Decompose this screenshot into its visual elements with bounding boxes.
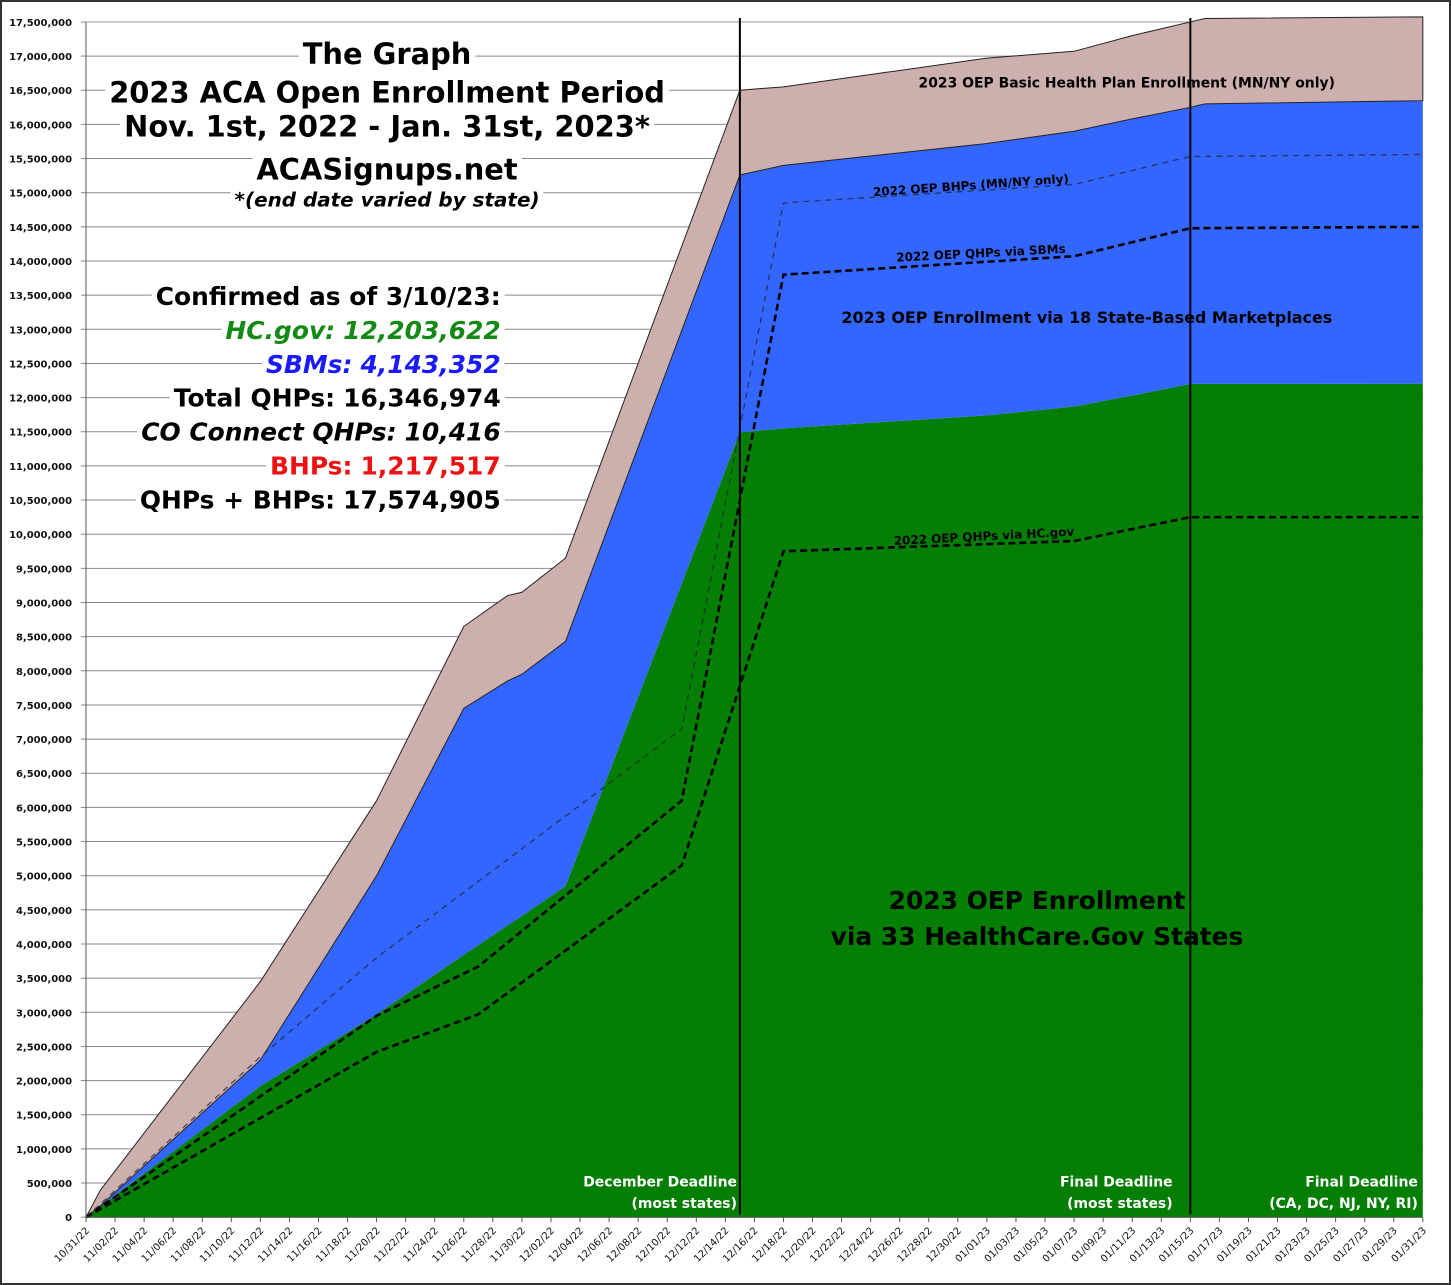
- y-tick-label: 11,000,000: [9, 462, 72, 473]
- y-tick-label: 0: [65, 1213, 72, 1224]
- deadline-sublabel: (most states): [632, 1196, 737, 1212]
- summary-label: CO Connect QHPs:: [141, 418, 396, 447]
- summary-value: 1,217,517: [360, 452, 500, 481]
- y-tick-label: 15,500,000: [9, 155, 72, 166]
- y-tick-label: 9,000,000: [16, 598, 72, 609]
- text-background: [221, 317, 505, 343]
- y-tick-label: 13,000,000: [9, 325, 72, 336]
- text-background: [262, 351, 505, 377]
- summary-line: CO Connect QHPs: 10,416: [141, 418, 500, 447]
- y-tick-label: 15,000,000: [9, 189, 72, 200]
- y-tick-label: 10,500,000: [9, 496, 72, 507]
- comparison-line-0: [85, 515, 1423, 1219]
- text-background: [266, 453, 505, 479]
- chart-text: The Graph 2023 ACA Open Enrollment Period…: [105, 37, 1418, 1212]
- summary-line: Total QHPs: 16,346,974: [174, 384, 501, 413]
- y-tick-label: 6,500,000: [16, 769, 72, 780]
- text-background: [135, 487, 505, 513]
- y-tick-label: 16,500,000: [9, 86, 72, 97]
- label-hc-2023: 2023 OEP Enrollment: [889, 886, 1186, 915]
- summary-value: 12,203,622: [343, 316, 501, 345]
- y-tick-label: 16,000,000: [9, 120, 72, 131]
- deadline-sublabel: (CA, DC, NJ, NY, RI): [1269, 1196, 1418, 1212]
- text-background: [169, 385, 505, 411]
- chart-subtitle: Nov. 1st, 2022 - Jan. 31st, 2023*: [124, 110, 650, 144]
- y-tick-label: 2,500,000: [16, 1042, 72, 1053]
- label-bhp-2023: 2023 OEP Basic Health Plan Enrollment (M…: [919, 76, 1335, 92]
- y-tick-label: 1,000,000: [16, 1145, 72, 1156]
- y-tick-label: 3,000,000: [16, 1008, 72, 1019]
- deadline-label: December Deadline: [583, 1174, 737, 1190]
- text-background: [105, 77, 669, 108]
- summary-label: BHPs:: [270, 452, 352, 481]
- text-background: [230, 190, 544, 210]
- chart-subtitle: 2023 ACA Open Enrollment Period: [109, 76, 665, 110]
- y-tick-label: 5,500,000: [16, 838, 72, 849]
- y-tick-label: 10,000,000: [9, 530, 72, 541]
- y-tick-label: 6,000,000: [16, 803, 72, 814]
- y-tick-label: 1,500,000: [16, 1111, 72, 1122]
- area-series-1: [85, 100, 1423, 1218]
- chart-title: The Graph: [303, 37, 472, 71]
- y-tick-label: 4,000,000: [16, 940, 72, 951]
- area-series-2: [85, 16, 1424, 1218]
- summary-value: 4,143,352: [359, 350, 500, 379]
- y-tick-label: 17,500,000: [9, 18, 72, 29]
- summary-value: 10,416: [405, 418, 501, 447]
- y-tick-label: 8,500,000: [16, 633, 72, 644]
- summary-label: QHPs + BHPs:: [140, 485, 335, 514]
- stacked-areas: [85, 16, 1424, 1218]
- summary-line: SBMs: 4,143,352: [266, 350, 501, 379]
- summary-value: 16,346,974: [343, 384, 501, 413]
- y-tick-label: 7,000,000: [16, 735, 72, 746]
- y-tick-label: 13,500,000: [9, 291, 72, 302]
- chart-subtitle: *(end date varied by state): [235, 188, 540, 211]
- text-background: [151, 284, 505, 310]
- text-background: [298, 38, 476, 69]
- area-series-0: [85, 383, 1423, 1218]
- summary-label: HC.gov:: [225, 316, 335, 345]
- y-tick-label: 500,000: [27, 1179, 72, 1190]
- text-background: [252, 154, 522, 185]
- deadline-sublabel: (most states): [1067, 1196, 1172, 1212]
- chart-subtitle: ACASignups.net: [256, 152, 517, 186]
- text-background: [120, 111, 654, 142]
- y-tick-label: 12,000,000: [9, 394, 72, 405]
- y-tick-label: 9,500,000: [16, 564, 72, 575]
- summary-value: 17,574,905: [343, 485, 501, 514]
- y-tick-label: 3,500,000: [16, 974, 72, 985]
- deadline-label: Final Deadline: [1060, 1174, 1173, 1190]
- summary-line: BHPs: 1,217,517: [270, 452, 501, 481]
- deadline-label: Final Deadline: [1305, 1174, 1418, 1190]
- y-tick-label: 14,000,000: [9, 257, 72, 268]
- label-hc-2023-line2: via 33 HealthCare.Gov States: [831, 922, 1244, 951]
- y-tick-label: 8,000,000: [16, 667, 72, 678]
- y-tick-label: 12,500,000: [9, 359, 72, 370]
- summary-line: HC.gov: 12,203,622: [225, 316, 500, 345]
- summary-heading: Confirmed as of 3/10/23:: [156, 282, 501, 311]
- y-tick-label: 2,000,000: [16, 1077, 72, 1088]
- comparison-lines: [85, 153, 1423, 1219]
- summary-label: Total QHPs:: [174, 384, 335, 413]
- deadline-lines: [738, 17, 1192, 1215]
- summary-line: QHPs + BHPs: 17,574,905: [140, 485, 501, 514]
- y-tick-label: 11,500,000: [9, 428, 72, 439]
- label-sbm-2023: 2023 OEP Enrollment via 18 State-Based M…: [841, 308, 1332, 327]
- y-tick-label: 5,000,000: [16, 872, 72, 883]
- y-tick-label: 7,500,000: [16, 701, 72, 712]
- text-background: [137, 419, 505, 445]
- summary-label: SBMs:: [266, 350, 353, 379]
- y-tick-label: 17,000,000: [9, 52, 72, 63]
- y-tick-label: 4,500,000: [16, 906, 72, 917]
- y-tick-label: 14,500,000: [9, 223, 72, 234]
